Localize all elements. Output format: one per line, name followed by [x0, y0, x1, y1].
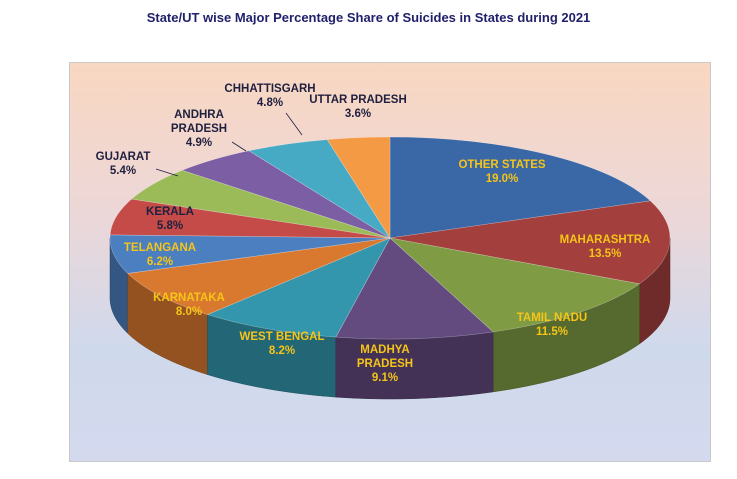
slice-gujarat [130, 169, 391, 239]
value-label-karnataka: 8.0% [176, 306, 202, 318]
chart-title: State/UT wise Major Percentage Share of … [146, 10, 591, 25]
value-label-telangana: 6.2% [147, 256, 173, 268]
slice-tamil-nadu [389, 237, 641, 333]
value-label-maharashtra: 13.5% [589, 248, 622, 260]
pie-chart: OTHER STATES 19.0% MAHARASHTRA 13.5% TAMIL N… [96, 83, 671, 400]
side-wall-west-bengal [207, 314, 337, 398]
slice-maharashtra [389, 200, 671, 285]
value-label-kerala: 5.8% [157, 220, 183, 232]
slice-west-bengal [206, 237, 391, 338]
category-label-kerala: KERALA [146, 206, 194, 218]
leader-line-gujarat [155, 168, 179, 177]
value-label-andhra-pradesh: 4.9% [186, 137, 212, 149]
category-label-maharashtra: MAHARASHTRA [560, 234, 651, 246]
value-label-tamil-nadu: 11.5% [536, 326, 568, 338]
category-label-other-states: OTHER STATES [458, 159, 545, 171]
side-wall-telangana [109, 237, 129, 334]
plot-area: OTHER STATES 19.0% MAHARASHTRA 13.5% TAMIL N… [69, 62, 711, 462]
pie-top [109, 136, 671, 340]
slice-madhya-pradesh [335, 237, 494, 340]
slice-andhra-pradesh [181, 150, 391, 239]
value-label-west-bengal: 8.2% [269, 345, 295, 357]
category-label-chhattisgarh: CHHATTISGARH [224, 83, 315, 95]
category-label-madhya-pradesh: MADHYA [360, 344, 409, 356]
slice-other-states [389, 136, 652, 239]
category-label-andhra-pradesh: ANDHRA [174, 109, 224, 121]
slice-uttar-pradesh [326, 136, 391, 240]
category-label-uttar-pradesh: UTTAR PRADESH [309, 94, 407, 106]
value-label-madhya-pradesh: 9.1% [372, 372, 398, 384]
category-label-gujarat: GUJARAT [96, 151, 151, 163]
slice-telangana [109, 234, 391, 274]
category-label-tamil-nadu: TAMIL NADU [517, 312, 587, 324]
slice-kerala [109, 198, 391, 239]
value-label-chhattisgarh: 4.8% [257, 97, 283, 109]
category-label-telangana: TELANGANA [124, 242, 196, 254]
slice-labels: OTHER STATES 19.0% MAHARASHTRA 13.5% TAMIL N… [96, 83, 651, 384]
category-label-west-bengal: WEST BENGAL [240, 331, 325, 343]
category-label-karnataka: KARNATAKA [153, 292, 225, 304]
leader-line-chhattisgarh [285, 112, 303, 136]
slice-chhattisgarh [248, 139, 391, 239]
value-label-other-states: 19.0% [486, 173, 519, 185]
category-label-andhra-pradesh: PRADESH [171, 123, 227, 135]
leader-line-andhra-pradesh [231, 141, 247, 152]
value-label-uttar-pradesh: 3.6% [345, 108, 371, 120]
side-wall-karnataka [127, 272, 208, 375]
value-label-gujarat: 5.4% [110, 165, 136, 177]
category-label-madhya-pradesh: PRADESH [357, 358, 413, 370]
pie-side-walls [109, 237, 671, 400]
slice-karnataka [127, 237, 391, 315]
